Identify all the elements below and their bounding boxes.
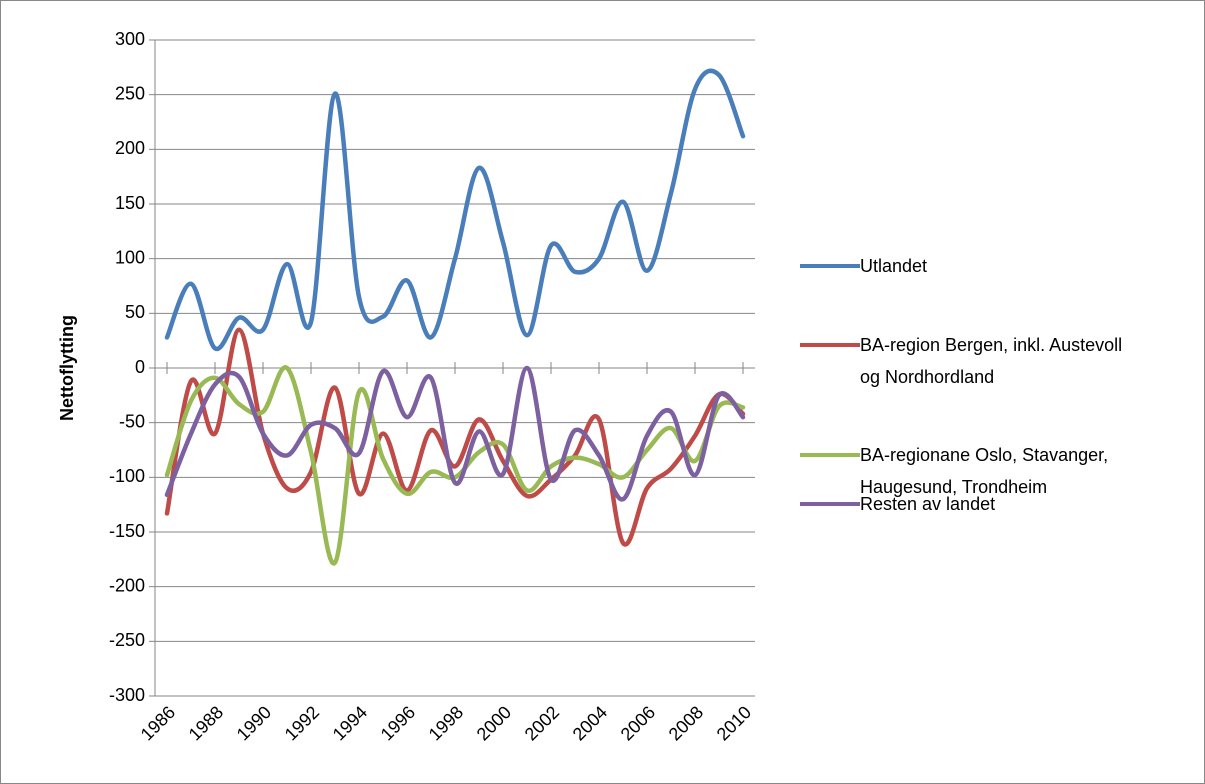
legend-label: BA-region Bergen, inkl. Austevoll og Nor… <box>860 335 1123 387</box>
y-tick-label: -100 <box>109 466 145 486</box>
legend-label: Resten av landet <box>860 494 996 514</box>
series-line <box>164 68 746 352</box>
legend-label: Utlandet <box>860 256 928 276</box>
legend: Utlandet BA-region Bergen, inkl. Austevol… <box>800 0 1200 784</box>
y-tick-label: 50 <box>125 302 145 322</box>
legend-label: BA-regionane Oslo, Stavanger, Haugesund,… <box>860 445 1109 497</box>
series-line <box>164 327 746 547</box>
legend-item: BA-regionane Oslo, Stavanger, Haugesund,… <box>800 439 1140 503</box>
y-tick-label: 300 <box>115 29 145 49</box>
legend-item: Utlandet <box>800 250 1140 282</box>
y-axis-label: Nettoflytting <box>57 315 77 421</box>
legend-swatch <box>800 453 860 457</box>
y-tick-label: 200 <box>115 138 145 158</box>
y-tick-label: 150 <box>115 193 145 213</box>
y-tick-label: -250 <box>109 630 145 650</box>
series-line <box>164 365 746 502</box>
legend-swatch <box>800 343 860 347</box>
y-tick-label: -50 <box>119 411 145 431</box>
legend-item: BA-region Bergen, inkl. Austevoll og Nor… <box>800 329 1140 393</box>
y-tick-label: 100 <box>115 247 145 267</box>
legend-swatch <box>800 264 860 268</box>
y-tick-label: 250 <box>115 83 145 103</box>
y-tick-label: 0 <box>135 357 145 377</box>
y-tick-label: -150 <box>109 521 145 541</box>
y-tick-label: -200 <box>109 575 145 595</box>
legend-item: Resten av landet <box>800 488 1140 520</box>
legend-swatch <box>800 502 860 506</box>
y-tick-label: -300 <box>109 685 145 705</box>
